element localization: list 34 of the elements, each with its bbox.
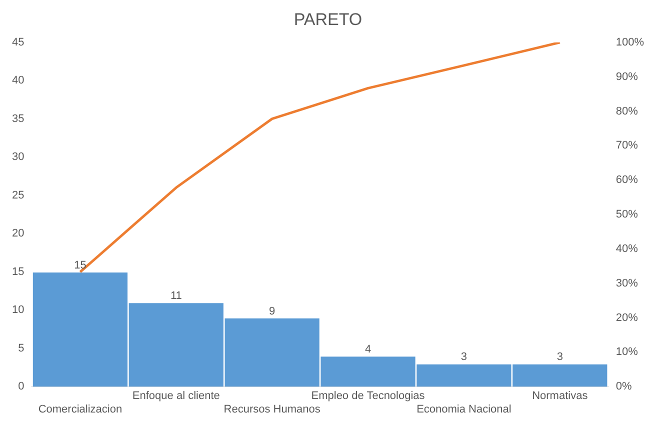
x-tick-label: Enfoque al cliente (132, 390, 220, 402)
x-tick-label: Comercializacion (38, 403, 122, 416)
x-tick-label: Economia Nacional (416, 403, 512, 416)
y-tick-label: 15 (12, 266, 24, 278)
y2-tick-label: 0% (616, 380, 632, 393)
y-tick-label: 40 (12, 74, 24, 87)
y2-tick-label: 100% (616, 36, 644, 48)
y-tick-label: 25 (12, 189, 24, 202)
y2-tick-label: 40% (616, 242, 638, 255)
y2-tick-label: 50% (616, 208, 638, 221)
data-label: 9 (269, 305, 276, 318)
y2-tick-label: 70% (616, 140, 638, 152)
y2-tick-label: 20% (616, 312, 638, 324)
y2-tick-label: 10% (616, 346, 638, 358)
x-tick-label: Recursos Humanos (224, 403, 321, 416)
y-tick-label: 10 (12, 304, 24, 316)
y2-tick-label: 30% (616, 277, 638, 290)
chart-title: PARETO (294, 10, 362, 29)
data-label: 15 (74, 259, 86, 272)
y-tick-label: 0 (18, 380, 24, 393)
x-tick-label: Empleo de Tecnologias (311, 390, 426, 402)
y-tick-label: 5 (18, 342, 24, 354)
y2-tick-label: 60% (616, 174, 638, 186)
y-tick-label: 45 (12, 36, 24, 48)
data-label: 3 (556, 351, 563, 364)
x-tick-label: Normativas (532, 390, 588, 402)
y2-tick-label: 80% (616, 105, 638, 118)
data-label: 4 (364, 344, 372, 356)
y-tick-label: 35 (12, 112, 24, 125)
y-tick-label: 30 (12, 151, 24, 164)
data-label: 3 (460, 351, 468, 364)
data-label: 11 (170, 290, 182, 302)
y-tick-label: 20 (12, 228, 24, 240)
y2-tick-label: 90% (616, 70, 638, 83)
